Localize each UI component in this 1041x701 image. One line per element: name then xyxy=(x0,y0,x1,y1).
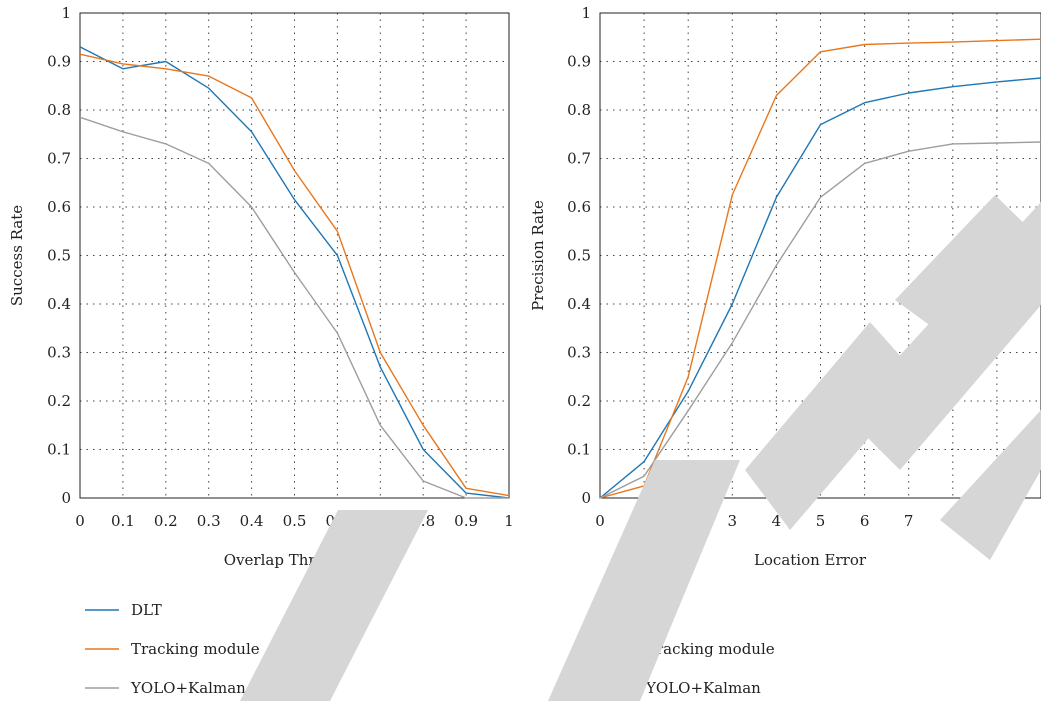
plot-frame xyxy=(79,12,510,499)
x-tick-label: 0 xyxy=(75,512,85,530)
y-tick-label: 0.8 xyxy=(47,101,71,119)
x-tick-label: 0.4 xyxy=(240,512,264,530)
y-tick-label: 0.4 xyxy=(567,295,591,313)
watermark-stroke xyxy=(745,322,920,530)
series-line-dlt xyxy=(79,46,510,499)
watermark-stroke xyxy=(548,460,740,701)
y-tick-label: 1 xyxy=(61,4,71,22)
y-tick-label: 0.2 xyxy=(47,392,71,410)
y-tick-label: 0.1 xyxy=(567,441,591,459)
y-axis-label: Precision Rate xyxy=(529,200,547,311)
y-tick-label: 0.3 xyxy=(567,344,591,362)
y-tick-label: 0 xyxy=(61,489,71,507)
y-tick-label: 0.9 xyxy=(567,53,591,71)
watermark-stroke xyxy=(895,195,1041,340)
y-tick-label: 0.6 xyxy=(567,198,591,216)
watermark-stroke xyxy=(940,410,1041,560)
x-axis-label: Location Error xyxy=(754,551,867,569)
x-tick-label: 0.1 xyxy=(111,512,135,530)
legend-label: YOLO+Kalman xyxy=(645,679,761,697)
legend-label: YOLO+Kalman xyxy=(130,679,246,697)
legend-label: Tracking module xyxy=(131,640,260,658)
series-line-tracking-module xyxy=(79,53,510,497)
y-tick-label: 0.3 xyxy=(47,344,71,362)
x-tick-label: 1 xyxy=(504,512,514,530)
y-tick-label: 0.8 xyxy=(567,101,591,119)
x-tick-label: 7 xyxy=(904,512,914,530)
series-line-yolo-kalman xyxy=(79,116,509,499)
series-line-yolo-kalman xyxy=(599,141,1041,499)
y-tick-label: 0.7 xyxy=(47,150,71,168)
legend-label: Tracking module xyxy=(646,640,775,658)
retracted-watermark xyxy=(240,195,1041,701)
y-tick-label: 1 xyxy=(581,4,591,22)
y-axis-label: Success Rate xyxy=(8,205,26,306)
y-tick-label: 0.5 xyxy=(567,247,591,265)
plot-frame xyxy=(599,12,1041,499)
x-tick-label: 5 xyxy=(816,512,826,530)
x-tick-label: 0.5 xyxy=(283,512,307,530)
legend: DLT Tracking module YOLO+Kalman xyxy=(85,601,260,697)
x-tick-label: 3 xyxy=(728,512,738,530)
watermark-stroke xyxy=(240,510,428,701)
success-rate-chart: 0 0.1 0.2 0.3 0.4 0.5 0.6 0.7 0.8 0.9 1 0 0.1 0.2 0.3 0… xyxy=(8,4,514,697)
grid xyxy=(80,13,509,498)
legend-label: DLT xyxy=(131,601,162,619)
series-line-tracking-module xyxy=(599,38,1041,499)
x-tick-label: 0 xyxy=(595,512,605,530)
x-tick-label: 6 xyxy=(860,512,870,530)
y-tick-label: 0.7 xyxy=(567,150,591,168)
precision-rate-chart: 00.10.20.30.40.50.60.70.80.910123456789L… xyxy=(529,4,1041,697)
y-tick-label: 0.9 xyxy=(47,53,71,71)
x-tick-label: 0.2 xyxy=(154,512,178,530)
x-tick-label: 0.3 xyxy=(197,512,221,530)
y-tick-label: 0.2 xyxy=(567,392,591,410)
y-tick-label: 0.5 xyxy=(47,247,71,265)
y-tick-label: 0.6 xyxy=(47,198,71,216)
x-tick-label: 0.9 xyxy=(454,512,478,530)
y-tick-label: 0 xyxy=(581,489,591,507)
x-tick-label: 4 xyxy=(772,512,782,530)
y-tick-label: 0.4 xyxy=(47,295,71,313)
y-tick-label: 0.1 xyxy=(47,441,71,459)
